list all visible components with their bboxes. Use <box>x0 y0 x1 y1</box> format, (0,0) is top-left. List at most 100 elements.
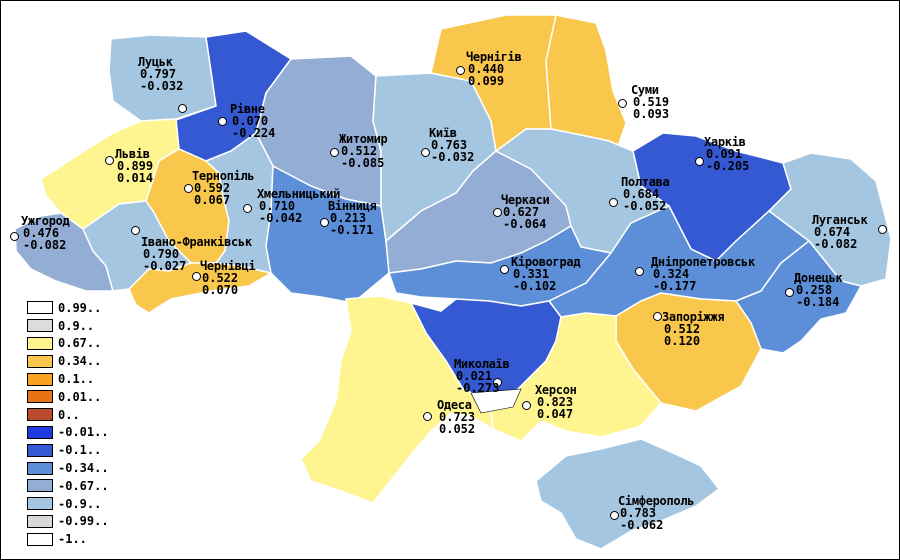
value-secondary: -0.205 <box>706 159 750 173</box>
value-secondary: 0.067 <box>194 193 231 207</box>
region-14-city-marker <box>609 198 618 207</box>
value-secondary: -0.177 <box>653 279 697 293</box>
value-primary: 0.674 <box>814 225 851 239</box>
legend-item: -0.01.. <box>27 424 109 442</box>
legend-swatch <box>27 354 53 368</box>
region-8-label: Вінниця 0.213 -0.171 <box>328 200 377 236</box>
value-primary: 0.723 <box>439 410 476 424</box>
region-9-label: Житомир 0.512 -0.085 <box>339 132 388 169</box>
value-secondary: -0.062 <box>620 518 664 532</box>
city-name: Донецьк <box>794 271 843 285</box>
region-1-label: Рівне 0.070 -0.224 <box>230 103 275 139</box>
city-name: Миколаїв <box>454 357 510 371</box>
region-1-city-marker <box>218 117 227 126</box>
region-7-city-marker <box>243 204 252 213</box>
value-secondary: -0.042 <box>259 211 303 225</box>
value-secondary: 0.014 <box>117 171 154 185</box>
region-16-city-marker <box>878 225 887 234</box>
legend-item: 0.99.. <box>27 299 109 317</box>
legend-item: -0.67.. <box>27 477 109 495</box>
legend-label: 0.1.. <box>58 372 95 387</box>
region-5-city-marker <box>131 226 140 235</box>
region-8-city-marker <box>320 218 329 227</box>
legend-swatch <box>27 301 53 315</box>
legend-label: -0.01.. <box>58 425 109 440</box>
value-primary: 0.324 <box>653 267 690 281</box>
region-23-label: Одеса 0.723 0.052 <box>437 399 475 435</box>
city-name: Хмельницький <box>257 187 341 201</box>
value-secondary: -0.032 <box>431 150 475 164</box>
value-secondary: 0.093 <box>633 107 670 121</box>
region-24-label: Сімферополь 0.783 -0.062 <box>618 495 694 531</box>
city-name: Черкаси <box>501 193 550 207</box>
city-name: Житомир <box>339 132 388 146</box>
value-primary: 0.512 <box>341 144 378 158</box>
value-primary: 0.710 <box>259 199 296 213</box>
legend-label: -0.34.. <box>58 461 109 476</box>
value-primary: 0.627 <box>503 205 540 219</box>
city-name: Тернопіль <box>192 169 255 183</box>
region-19-label: Донецьк 0.258 -0.184 <box>794 271 843 308</box>
region-18-city-marker <box>635 267 644 276</box>
region-21-city-marker <box>493 378 502 387</box>
legend-item: -1.. <box>27 530 109 548</box>
legend-item: 0.01.. <box>27 388 109 406</box>
region-12-city-marker <box>618 99 627 108</box>
legend-label: 0.34.. <box>58 354 102 369</box>
region-19-city-marker <box>785 288 794 297</box>
value-secondary: -0.082 <box>23 238 67 252</box>
legend-label: 0.01.. <box>58 389 102 404</box>
value-primary: 0.021 <box>456 369 493 383</box>
region-6-label: Чернівці 0.522 0.070 <box>200 260 256 297</box>
region-20-city-marker <box>653 312 662 321</box>
value-secondary: -0.102 <box>513 279 557 293</box>
value-secondary: -0.032 <box>140 79 184 93</box>
legend-item: 0.67.. <box>27 335 109 353</box>
region-2-city-marker <box>105 156 114 165</box>
region-5-label: Івано-Франківськ 0.790 -0.027 <box>141 236 252 272</box>
legend-item: 0.1.. <box>27 370 109 388</box>
legend-item: 0.9.. <box>27 317 109 335</box>
value-secondary: 0.070 <box>202 283 239 297</box>
city-name: Запоріжжя <box>662 310 725 324</box>
legend-swatch <box>27 532 53 546</box>
value-primary: 0.592 <box>194 181 231 195</box>
value-primary: 0.823 <box>537 395 574 409</box>
legend-swatch <box>27 390 53 404</box>
value-secondary: 0.099 <box>468 74 505 88</box>
legend-item: -0.1.. <box>27 441 109 459</box>
region-18-label: Дніпропетровськ 0.324 -0.177 <box>651 256 755 292</box>
estuary <box>470 388 522 414</box>
legend-item: -0.34.. <box>27 459 109 477</box>
legend-swatch <box>27 408 53 422</box>
region-24-area <box>535 438 721 550</box>
value-primary: 0.522 <box>202 271 239 285</box>
legend-label: 0.9.. <box>58 318 95 333</box>
region-19-area <box>734 239 863 354</box>
value-secondary: -0.224 <box>232 126 276 140</box>
value-primary: 0.331 <box>513 267 550 281</box>
legend-label: -0.67.. <box>58 478 109 493</box>
legend-swatch <box>27 443 53 457</box>
legend-swatch <box>27 319 53 333</box>
region-16-area <box>767 152 892 287</box>
region-9-area <box>255 55 382 207</box>
value-primary: 0.070 <box>232 114 269 128</box>
region-15-city-marker <box>695 157 704 166</box>
region-16-label: Луганськ 0.674 -0.082 <box>812 214 868 250</box>
legend-item: -0.9.. <box>27 495 109 513</box>
city-name: Київ <box>429 126 457 140</box>
region-10-label: Київ 0.763 -0.032 <box>429 127 474 163</box>
region-0-city-marker <box>178 104 187 113</box>
value-secondary: 0.120 <box>664 334 701 348</box>
region-2-label: Львів 0.899 0.014 <box>115 148 153 184</box>
region-11-label: Чернігів 0.440 0.099 <box>466 50 522 88</box>
city-name: Дніпропетровськ <box>651 255 755 269</box>
value-primary: 0.899 <box>117 159 154 173</box>
region-20-label: Запоріжжя 0.512 0.120 <box>662 310 725 348</box>
legend-label: -0.1.. <box>58 443 102 458</box>
city-name: Чернігів <box>466 50 522 64</box>
region-12-label: Суми 0.519 0.093 <box>631 84 669 120</box>
legend-swatch <box>27 479 53 493</box>
